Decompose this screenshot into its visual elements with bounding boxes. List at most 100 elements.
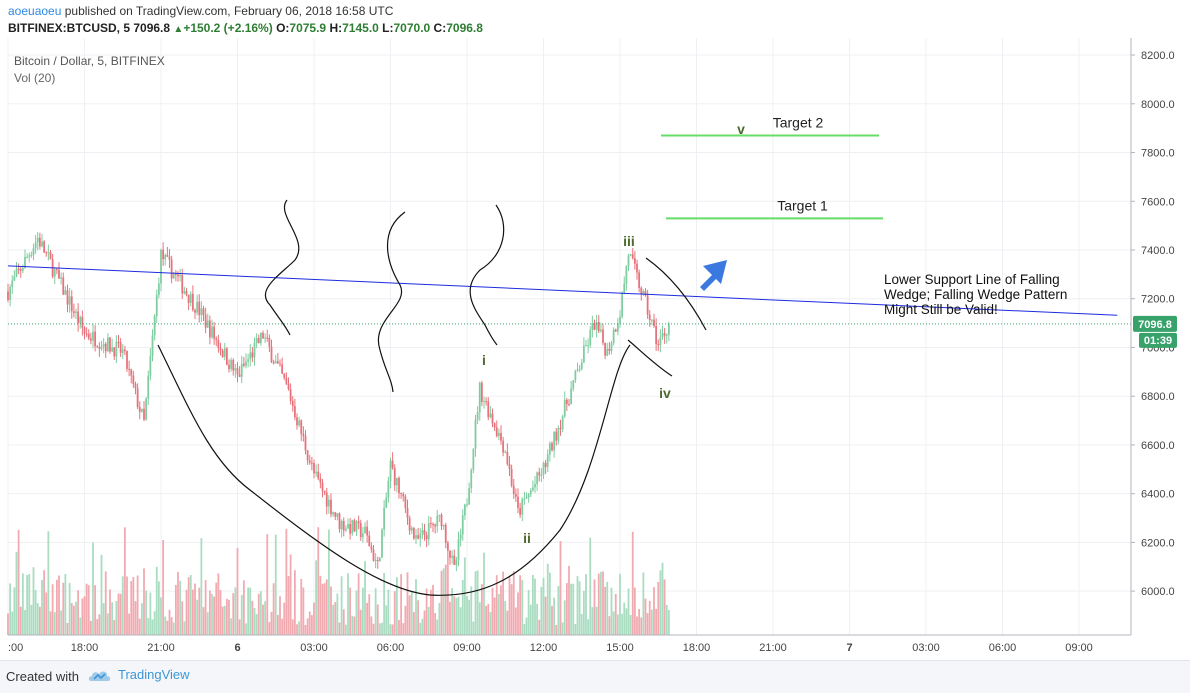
volume-bar <box>155 566 158 635</box>
candle-body <box>472 448 475 470</box>
candle-body <box>561 416 564 430</box>
author-link[interactable]: aoeuaoeu <box>8 4 62 18</box>
tradingview-brand[interactable]: TradingView <box>88 667 190 683</box>
volume-bar <box>302 587 305 635</box>
candle-body <box>438 514 441 516</box>
candle-body <box>374 560 377 562</box>
volume-bar <box>542 577 545 635</box>
volume-bar <box>472 621 475 635</box>
volume-bar <box>9 583 12 635</box>
volume-bar <box>64 573 67 635</box>
candle-body <box>570 388 573 405</box>
volume-label: Vol (20) <box>14 71 55 85</box>
volume-bar <box>15 551 18 635</box>
candle-body <box>211 326 213 338</box>
candle-body <box>255 338 258 343</box>
candle-body <box>15 268 18 277</box>
candle-body <box>30 255 33 257</box>
candle-body <box>315 471 318 474</box>
volume-bar <box>574 624 577 635</box>
volume-bar <box>648 600 651 635</box>
volume-bar <box>582 591 585 635</box>
volume-bar <box>160 597 162 635</box>
volume-bar <box>451 587 454 635</box>
volume-bar <box>342 609 345 635</box>
price-axis[interactable]: 6000.06200.06400.06600.06800.07000.07200… <box>1130 38 1190 636</box>
volume-bar <box>531 574 534 635</box>
y-tick-label: 6800.0 <box>1141 391 1175 403</box>
volume-bar <box>70 603 73 635</box>
candle-body <box>604 342 607 356</box>
volume-bar <box>353 616 356 635</box>
volume-bar <box>221 606 224 635</box>
last-value: 7096.8 <box>133 21 171 35</box>
candle-body <box>66 290 69 305</box>
volume-bar <box>404 605 407 635</box>
candle-body <box>145 398 148 420</box>
squiggle-1 <box>264 199 300 336</box>
volume-bar <box>185 589 188 635</box>
candle-body <box>534 483 536 488</box>
volume-bar <box>659 570 662 635</box>
volume-bar <box>519 575 522 635</box>
volume-bar <box>553 597 556 635</box>
candle-body <box>661 333 664 338</box>
time-axis[interactable]: :00 18:00 21:00 6 03:00 06:00 09:00 12:00 15:00 1… <box>8 634 1131 654</box>
volume-bar <box>572 583 575 635</box>
created-with-label: Created with <box>6 669 79 684</box>
last-price-badge <box>1133 315 1177 332</box>
volume-bar <box>665 604 668 635</box>
volume-bar <box>138 618 141 635</box>
candle-body <box>157 283 160 295</box>
volume-bar <box>619 573 621 635</box>
candle-body <box>612 329 615 344</box>
last-price-badge-text: 7096.8 <box>1138 319 1172 331</box>
candle-body <box>478 382 481 413</box>
candle-body <box>94 331 97 347</box>
volume-bar <box>211 594 213 635</box>
volume-bar <box>189 575 192 635</box>
y-tick-label: 8000.0 <box>1141 99 1175 111</box>
candle-body <box>572 380 575 389</box>
volume-bar <box>206 612 209 635</box>
volume-bar <box>468 599 471 635</box>
volume-bar <box>289 554 292 635</box>
candle-body <box>582 345 585 363</box>
volume-bar <box>372 623 375 635</box>
candle-body <box>70 296 73 312</box>
candle-body <box>274 361 277 364</box>
candle-body <box>393 468 396 486</box>
footer: Created with TradingView <box>0 660 1190 693</box>
volume-bar <box>359 609 362 635</box>
candle-body <box>62 277 65 295</box>
volume-bar <box>587 619 590 635</box>
candle-body <box>68 296 71 305</box>
volume-bar <box>264 601 267 635</box>
x-tick-label: 18:00 <box>71 642 99 654</box>
candle-body <box>344 528 347 531</box>
volume-bar <box>476 570 479 635</box>
volume-bar <box>625 608 628 635</box>
candlesticks <box>7 231 670 572</box>
volume-bar <box>470 586 473 635</box>
volume-bar <box>393 591 396 635</box>
volume-bar <box>238 619 241 635</box>
volume-bar <box>198 587 201 635</box>
volume-bar <box>559 541 562 635</box>
volume-bar <box>440 570 443 635</box>
volume-bar <box>321 583 324 635</box>
candle-body <box>663 333 666 336</box>
candle-body <box>621 292 624 317</box>
candle-body <box>527 494 530 498</box>
volume-bar <box>126 576 128 635</box>
candle-body <box>236 368 239 375</box>
volume-bar <box>629 614 632 635</box>
high-value: 7145.0 <box>342 21 379 35</box>
volume-bar <box>94 585 97 635</box>
candle-body <box>497 432 500 437</box>
symbol-info: BITFINEX:BTCUSD, 5 7096.8 ▲+150.2 (+2.16… <box>8 21 483 35</box>
wave-iii-label: iii <box>623 233 635 249</box>
volume-bar <box>466 596 468 635</box>
candle-body <box>504 451 507 453</box>
